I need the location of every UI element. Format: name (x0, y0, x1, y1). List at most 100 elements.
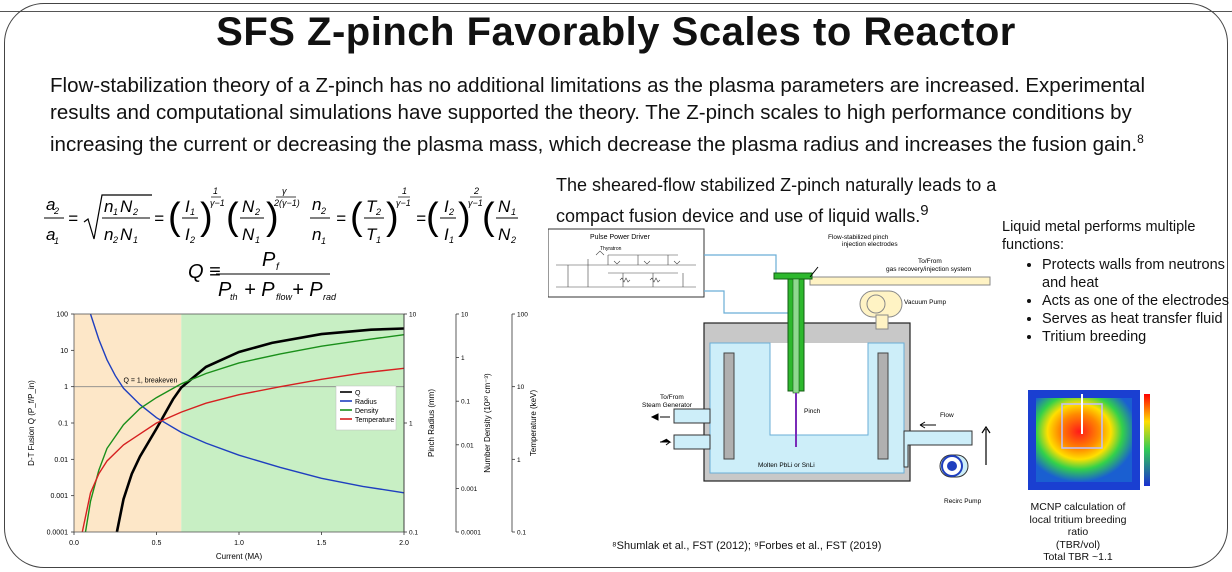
right-axis-tick-label: 0.0001 (461, 530, 481, 537)
functions-heading: Liquid metal performs multiple functions… (1002, 219, 1196, 253)
y-tick-label: 0.0001 (47, 530, 69, 537)
svg-text:2: 2 (189, 235, 195, 245)
svg-text:1: 1 (376, 235, 381, 245)
mcnp-caption: MCNP calculation of local tritium breedi… (1029, 501, 1127, 563)
scaling-chart: Q = 1, breakeven Q Radius Density Temperatur… (27, 312, 538, 562)
svg-text:Steam Generator: Steam Generator (642, 402, 693, 409)
svg-text:γ−1: γ−1 (468, 198, 483, 208)
right-axis-tick-label: 10 (461, 312, 469, 319)
intro-reference: 8 (1137, 132, 1144, 146)
right-axis-tick-label: 1 (409, 421, 413, 428)
svg-text:gas recovery/injection system: gas recovery/injection system (886, 266, 971, 273)
functions-list: Protects walls from neutrons and heat Ac… (1002, 256, 1230, 346)
svg-text:I: I (185, 225, 190, 244)
legend-box (335, 385, 397, 431)
thyratron-label: Thyratron (600, 246, 622, 252)
svg-text:N: N (120, 197, 133, 216)
pinch-label: Pinch (804, 408, 821, 415)
svg-text:T: T (366, 197, 378, 216)
y-tick-label: 10 (60, 348, 68, 355)
slide-frame (4, 3, 1228, 568)
svg-text:rad: rad (323, 292, 337, 302)
right-axis-label: Pinch Radius (mm) (427, 389, 436, 457)
svg-text:N: N (120, 225, 133, 244)
svg-text:=: = (154, 209, 164, 228)
svg-text:n: n (312, 225, 321, 244)
breakeven-annotation: Q = 1, breakeven (124, 378, 178, 385)
svg-text:1: 1 (321, 236, 326, 246)
svg-text:(: ( (426, 196, 439, 238)
steam-port-out (673, 408, 711, 424)
x-axis-label: Current (MA) (216, 552, 263, 561)
y-tick-label: 0.1 (58, 421, 68, 428)
svg-text:1: 1 (402, 186, 407, 196)
q-lhs: Q ≡ (188, 261, 221, 283)
svg-text:flow: flow (276, 292, 293, 302)
svg-text:T: T (366, 225, 378, 244)
svg-text:To/From: To/From (660, 394, 684, 401)
svg-text:1: 1 (255, 235, 260, 245)
svg-text:N: N (242, 225, 255, 244)
svg-text:=: = (416, 209, 426, 228)
citations: ⁸Shumlak et al., FST (2012); ⁹Forbes et … (612, 540, 882, 552)
liquid-metal-functions: Liquid metal performs multiple functions… (1002, 218, 1230, 346)
inner-wall-left (723, 352, 735, 460)
svg-text:1: 1 (213, 186, 218, 196)
x-tick-label: 1.5 (317, 540, 327, 547)
flow-label: Flow (940, 412, 954, 419)
svg-text:To/From: To/From (918, 258, 942, 265)
svg-text:(: ( (226, 196, 239, 238)
vacuum-pump-label: Vacuum Pump (904, 299, 947, 306)
intro-text: Flow-stabilization theory of a Z-pinch h… (50, 74, 1146, 156)
series-line-radius (89, 313, 405, 494)
svg-text:=: = (68, 209, 78, 228)
device-reference: 9 (920, 202, 929, 219)
svg-text:+ P: + P (292, 279, 323, 301)
right-axis-tick-label: 100 (517, 312, 528, 319)
right-axis-label: Temperature (keV) (529, 390, 538, 457)
right-axis-tick-label: 0.1 (517, 530, 526, 537)
svg-text:2: 2 (320, 206, 326, 216)
y-axis-label: D-T Fusion Q (P_f/P_in) (27, 380, 36, 466)
svg-text:P: P (218, 279, 232, 301)
right-axis-tick-label: 10 (409, 312, 417, 319)
svg-text:): ) (458, 196, 471, 238)
y-tick-label: 0.001 (50, 493, 68, 500)
right-axis-tick-label: 1 (461, 355, 465, 362)
svg-text:th: th (230, 292, 238, 302)
x-tick-label: 0.5 (152, 540, 162, 547)
right-axis-tick-label: 1 (517, 457, 521, 464)
pulse-power-label: Pulse Power Driver (590, 234, 651, 241)
svg-text:2: 2 (510, 235, 516, 245)
svg-text:N: N (498, 225, 511, 244)
svg-text:2: 2 (132, 207, 138, 217)
function-item: Serves as heat transfer fluid (1042, 310, 1230, 328)
svg-text:+ P: + P (244, 279, 275, 301)
svg-text:2: 2 (112, 235, 118, 245)
svg-text:N: N (242, 197, 255, 216)
x-tick-label: 1.0 (234, 540, 244, 547)
svg-text:γ−1: γ−1 (210, 198, 225, 208)
y-tick-label: 1 (64, 384, 68, 391)
steam-port-in (673, 434, 711, 450)
svg-text:γ: γ (282, 186, 287, 196)
slide-title: SFS Z-pinch Favorably Scales to Reactor (216, 10, 1016, 54)
x-tick-label: 2.0 (399, 540, 409, 547)
gas-line (809, 276, 991, 286)
circuit-schematic (556, 250, 696, 288)
function-item: Protects walls from neutrons and heat (1042, 256, 1230, 292)
y-tick-label: 0.01 (54, 457, 68, 464)
liquid-metal (709, 342, 905, 474)
svg-text:(: ( (350, 196, 363, 238)
svg-text:1: 1 (133, 235, 138, 245)
svg-text:1: 1 (511, 207, 516, 217)
legend-label: Density (355, 408, 379, 415)
svg-text:2: 2 (448, 207, 454, 217)
svg-text:n: n (312, 195, 321, 214)
right-axis-tick-label: 0.1 (461, 399, 470, 406)
svg-text:=: = (336, 209, 346, 228)
series-line-temperature (81, 367, 405, 533)
right-axis-tick-label: 10 (517, 384, 525, 391)
legend-label: Temperature (355, 417, 394, 424)
